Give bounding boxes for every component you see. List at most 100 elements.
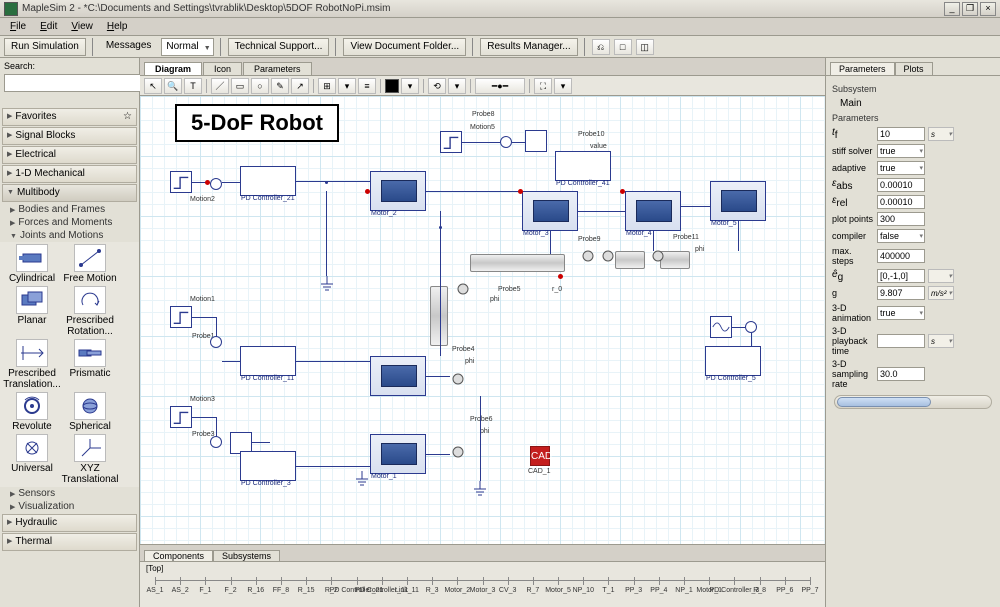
menu-view[interactable]: View [65, 20, 99, 33]
accordion-1d-mechanical[interactable]: ▶1-D Mechanical [2, 165, 137, 183]
link-cylinder-vertical[interactable] [430, 286, 448, 346]
rail-tick[interactable] [583, 577, 584, 585]
rail-tick[interactable] [508, 577, 509, 585]
motor-block[interactable]: Motor_3 [522, 191, 578, 231]
view-doc-folder-button[interactable]: View Document Folder... [343, 38, 466, 56]
rail-tick[interactable] [331, 577, 332, 585]
color-black-icon[interactable] [385, 79, 399, 93]
param-unit[interactable] [928, 269, 954, 283]
rail-tick[interactable] [205, 577, 206, 585]
rail-tick[interactable] [180, 577, 181, 585]
tab-icon[interactable]: Icon [203, 62, 242, 75]
rail-tick[interactable] [684, 577, 685, 585]
revolute-joint-icon[interactable] [580, 248, 596, 264]
close-button[interactable]: × [980, 2, 996, 16]
maximize-button[interactable]: ❐ [962, 2, 978, 16]
component-rail[interactable]: [Top] AS_1AS_2F_1F_2R_16FF_8R_15R_2PD Co… [140, 561, 825, 607]
tool-probe-icon[interactable]: 🔍 [164, 78, 182, 94]
param-unit[interactable]: m/s² [928, 286, 954, 300]
palette-cylindrical[interactable]: Cylindrical [4, 244, 60, 284]
accordion-signal-blocks[interactable]: ▶Signal Blocks [2, 127, 137, 145]
pd-controller-block[interactable]: PD Controller_11 [240, 346, 296, 376]
menu-edit[interactable]: Edit [34, 20, 63, 33]
rail-tick[interactable] [155, 577, 156, 585]
bottom-tab-components[interactable]: Components [144, 550, 213, 561]
sum-junction[interactable] [210, 178, 222, 190]
param-playback-input[interactable] [877, 334, 925, 348]
tech-support-button[interactable]: Technical Support... [228, 38, 330, 56]
menu-help[interactable]: Help [101, 20, 134, 33]
link-cylinder[interactable] [615, 251, 645, 269]
param-samprate-input[interactable]: 30.0 [877, 367, 925, 381]
tool-pencil-icon[interactable]: ✎ [271, 78, 289, 94]
revolute-joint-icon[interactable] [450, 371, 466, 387]
probe-point[interactable] [558, 274, 563, 279]
rail-tick[interactable] [357, 577, 358, 585]
accordion-electrical[interactable]: ▶Electrical [2, 146, 137, 164]
step-block[interactable] [170, 406, 192, 428]
accordion-thermal[interactable]: ▶Thermal [2, 533, 137, 551]
menu-file[interactable]: File [4, 20, 32, 33]
tool-align-icon[interactable]: ≡ [358, 78, 376, 94]
step-block[interactable] [440, 131, 462, 153]
param-plotpts-input[interactable]: 300 [877, 212, 925, 226]
pd-controller-block[interactable]: PD Controller_21 [240, 166, 296, 196]
tool-icon-1[interactable]: ⎌ [592, 39, 610, 55]
tool-group-icon[interactable]: ⊞ [318, 78, 336, 94]
pd-controller-block[interactable]: PD Controller_41 [555, 151, 611, 181]
tool-line-icon[interactable]: ／ [211, 78, 229, 94]
link-cylinder[interactable] [470, 254, 565, 272]
bottom-tab-subsystems[interactable]: Subsystems [213, 550, 280, 561]
tool-icon-2[interactable]: □ [614, 39, 632, 55]
rail-tick[interactable] [810, 577, 811, 585]
sub-visualization[interactable]: ▶Visualization [0, 500, 139, 513]
rail-tick[interactable] [608, 577, 609, 585]
rail-tick[interactable] [634, 577, 635, 585]
rail-tick[interactable] [382, 577, 383, 585]
revolute-joint-icon[interactable] [455, 281, 471, 297]
rail-tick[interactable] [659, 577, 660, 585]
rail-tick[interactable] [785, 577, 786, 585]
palette-free-motion[interactable]: Free Motion [62, 244, 118, 284]
sum-junction[interactable] [745, 321, 757, 333]
palette-universal[interactable]: Universal [4, 434, 60, 485]
chevron-down-icon-2[interactable]: ▾ [401, 78, 419, 94]
pd-controller-block[interactable]: PD Controller_3 [240, 451, 296, 481]
palette-revolute[interactable]: Revolute [4, 392, 60, 432]
rail-tick[interactable] [306, 577, 307, 585]
sine-block[interactable] [710, 316, 732, 338]
pd-controller-block[interactable]: PD Controller_5 [705, 346, 761, 376]
motor-block[interactable]: Motor_5 [710, 181, 766, 221]
zoom-slider[interactable]: ━●━ [475, 78, 525, 94]
results-manager-button[interactable]: Results Manager... [480, 38, 577, 56]
palette-xyz-translational[interactable]: XYZ Translational [62, 434, 118, 485]
param-g-input[interactable]: 9.807 [877, 286, 925, 300]
right-tab-parameters[interactable]: Parameters [830, 62, 895, 75]
motor-block[interactable] [370, 356, 426, 396]
param-unit[interactable]: s [928, 334, 954, 348]
tool-circle-icon[interactable]: ○ [251, 78, 269, 94]
sub-bodies-frames[interactable]: ▶Bodies and Frames [0, 203, 139, 216]
param-compiler-select[interactable]: false [877, 229, 925, 243]
param-adaptive-select[interactable]: true [877, 161, 925, 175]
param-eg-input[interactable]: [0,-1,0] [877, 269, 925, 283]
param-unit[interactable]: s [928, 127, 954, 141]
palette-prescribed-rotation[interactable]: Prescribed Rotation... [62, 286, 118, 337]
sum-junction[interactable] [210, 436, 222, 448]
minimize-button[interactable]: _ [944, 2, 960, 16]
tab-parameters[interactable]: Parameters [243, 62, 312, 75]
messages-mode-select[interactable]: Normal [161, 38, 213, 56]
rail-tick[interactable] [256, 577, 257, 585]
sub-sensors[interactable]: ▶Sensors [0, 487, 139, 500]
step-block[interactable] [170, 171, 192, 193]
search-input[interactable] [4, 74, 142, 92]
run-simulation-button[interactable]: Run Simulation [4, 38, 86, 56]
palette-prescribed-translation[interactable]: Prescribed Translation... [4, 339, 60, 390]
accordion-hydraulic[interactable]: ▶Hydraulic [2, 514, 137, 532]
rail-tick[interactable] [533, 577, 534, 585]
motor-block[interactable]: Motor_4 [625, 191, 681, 231]
tool-arrow-icon[interactable]: ↗ [291, 78, 309, 94]
horizontal-scrollbar[interactable] [834, 395, 992, 409]
chevron-down-icon-3[interactable]: ▾ [448, 78, 466, 94]
right-tab-plots[interactable]: Plots [895, 62, 933, 75]
